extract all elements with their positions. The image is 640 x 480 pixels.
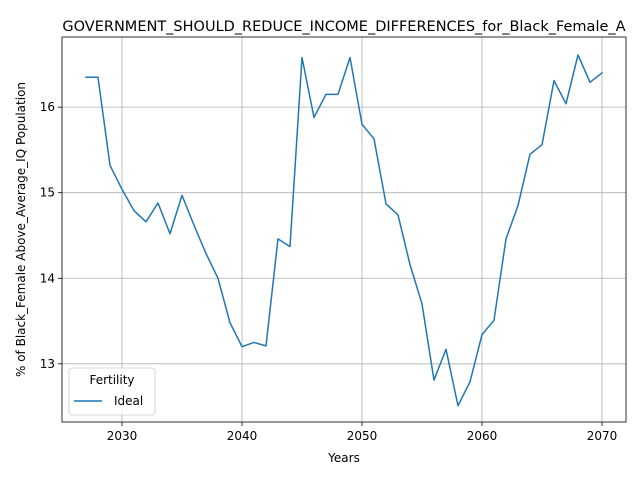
legend: Fertility Ideal — [68, 367, 156, 416]
x-tick-label-2060: 2060 — [467, 429, 498, 443]
x-tick-label-2040: 2040 — [227, 429, 258, 443]
x-axis-label: Years — [327, 451, 360, 465]
chart-title: GOVERNMENT_SHOULD_REDUCE_INCOME_DIFFEREN… — [62, 19, 625, 35]
y-tick-label-14: 14 — [40, 271, 55, 285]
legend-box — [68, 367, 156, 416]
x-axis-ticks: 2030 2040 2050 2060 2070 — [107, 422, 618, 443]
series-layer — [85, 54, 604, 407]
plot-frame — [61, 36, 627, 423]
x-tick-label-2050: 2050 — [347, 429, 378, 443]
y-axis-label: % of Black_Female Above_Average_IQ Popul… — [14, 82, 28, 377]
legend-label-ideal: Ideal — [114, 394, 143, 408]
legend-title: Fertility — [89, 373, 134, 387]
x-tick-label-2070: 2070 — [587, 429, 618, 443]
series-line-ideal — [85, 54, 604, 407]
y-tick-label-13: 13 — [40, 357, 55, 371]
y-axis-ticks: 13 14 15 16 — [40, 100, 62, 371]
y-tick-label-15: 15 — [40, 186, 55, 200]
grid-lines — [62, 37, 626, 422]
y-tick-label-16: 16 — [40, 100, 55, 114]
x-tick-label-2030: 2030 — [107, 429, 138, 443]
